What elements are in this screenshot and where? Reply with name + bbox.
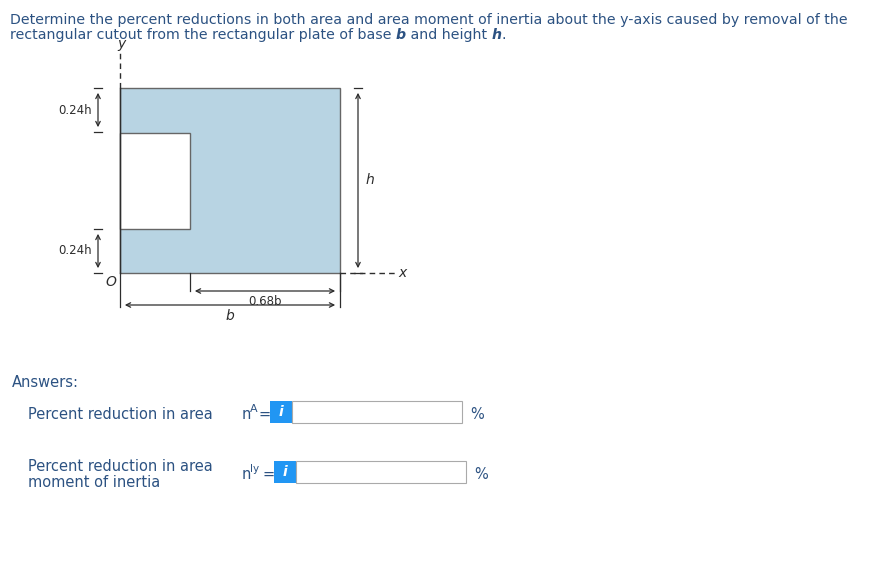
Text: i: i: [283, 465, 287, 479]
Text: 0.24h: 0.24h: [58, 244, 92, 257]
Bar: [120, 88, 340, 273]
Text: i: i: [278, 405, 284, 419]
Text: h: h: [491, 28, 501, 42]
Text: Percent reduction in area: Percent reduction in area: [28, 459, 213, 474]
Text: Answers:: Answers:: [12, 375, 79, 390]
Text: n: n: [242, 467, 252, 482]
Bar: [274, 461, 296, 483]
Text: %: %: [470, 407, 483, 422]
Bar: [296, 461, 466, 483]
Text: x: x: [398, 266, 406, 280]
Text: 0.68b: 0.68b: [248, 295, 282, 308]
Text: and height: and height: [406, 28, 491, 42]
Text: Determine the percent reductions in both area and area moment of inertia about t: Determine the percent reductions in both…: [10, 13, 847, 27]
Bar: [120, 133, 190, 229]
Text: rectangular cutout from the rectangular plate of base: rectangular cutout from the rectangular …: [10, 28, 396, 42]
Text: 0.24h: 0.24h: [58, 103, 92, 116]
Text: Iy: Iy: [250, 464, 259, 474]
Text: h: h: [366, 173, 375, 187]
Text: n: n: [242, 407, 252, 422]
Bar: [292, 401, 462, 423]
Text: =: =: [258, 407, 270, 422]
Text: O: O: [105, 275, 116, 289]
Text: b: b: [226, 309, 235, 323]
Text: b: b: [396, 28, 406, 42]
Text: y: y: [117, 37, 125, 51]
Text: Percent reduction in area: Percent reduction in area: [28, 407, 213, 422]
Bar: [270, 401, 292, 423]
Text: =: =: [262, 467, 274, 482]
Text: A: A: [250, 404, 258, 414]
Text: .: .: [501, 28, 507, 42]
Text: %: %: [474, 467, 488, 482]
Text: moment of inertia: moment of inertia: [28, 475, 161, 490]
